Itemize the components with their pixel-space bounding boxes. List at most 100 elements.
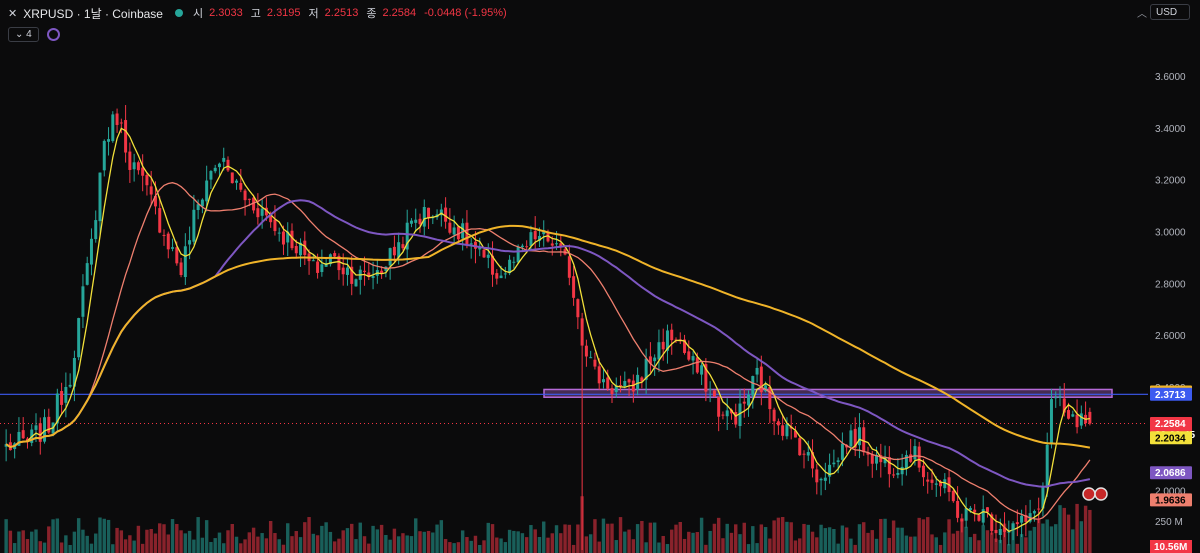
candle <box>994 514 998 543</box>
volume-bar <box>780 517 785 553</box>
volume-bar <box>128 535 132 553</box>
volume-bar <box>98 517 102 553</box>
volume-bar <box>281 544 286 553</box>
candle <box>200 198 204 214</box>
volume-bar <box>217 532 222 553</box>
candle-body <box>320 264 324 273</box>
candle-body <box>486 254 490 258</box>
candle <box>700 362 704 386</box>
volume-bar <box>1019 534 1024 553</box>
candle <box>222 147 226 171</box>
candle-body <box>909 454 913 462</box>
close-icon[interactable]: ✕ <box>8 7 18 20</box>
candle-body <box>683 339 687 353</box>
volume-bar <box>30 531 34 553</box>
candle <box>917 441 921 473</box>
candle-body <box>977 514 981 521</box>
candle <box>294 239 298 259</box>
candle <box>747 390 751 417</box>
indicator-circle-icon[interactable] <box>46 28 60 41</box>
volume-bar <box>495 537 499 553</box>
volume-bar <box>836 543 840 553</box>
open-value: 2.3033 <box>209 7 243 19</box>
candle <box>431 214 435 225</box>
event-marker-icon <box>1094 487 1108 501</box>
candle <box>260 199 264 229</box>
candle-body <box>721 414 725 416</box>
candle <box>785 417 789 440</box>
candle-body <box>217 163 221 168</box>
volume-bar <box>682 538 687 553</box>
candle <box>981 495 985 526</box>
candle <box>345 258 349 286</box>
candle-body <box>985 507 989 512</box>
candle <box>64 372 68 418</box>
currency-selector[interactable]: USD <box>1150 4 1190 20</box>
candle-body <box>128 151 132 170</box>
candle <box>768 375 772 424</box>
candle-body <box>930 479 934 483</box>
candle-body <box>188 240 192 245</box>
volume-bar <box>588 534 593 553</box>
candle-body <box>247 198 251 200</box>
y-tick-label: 3.4000 <box>1155 124 1186 135</box>
candle <box>631 374 635 403</box>
volume-axis-label: 250 M <box>1155 517 1183 528</box>
candle-body <box>926 479 930 482</box>
indicators-toggle-button[interactable]: ⌄ 4 <box>8 27 39 42</box>
candle <box>444 197 448 229</box>
candle-body <box>1079 413 1083 426</box>
volume-bar <box>793 540 798 553</box>
candle-body <box>132 162 136 170</box>
volume-bar <box>849 538 853 553</box>
candle <box>111 111 115 143</box>
candle-body <box>260 208 264 216</box>
chart-header: ✕ XRPUSD · 1날 · Coinbase 시 2.3033 고 2.3195… <box>0 0 1128 26</box>
y-tick-label: 3.2000 <box>1155 176 1186 187</box>
volume-bar <box>140 543 145 553</box>
volume-bar <box>648 522 653 553</box>
volume-bar <box>746 544 751 553</box>
collapse-chevron-icon[interactable]: ︿ <box>1137 9 1147 20</box>
sma-mid-line <box>5 182 1091 520</box>
sma-fast-line <box>5 127 1091 533</box>
candle <box>1054 391 1058 408</box>
candle <box>921 459 925 487</box>
sma-slow-tag-bg <box>1150 466 1192 480</box>
candle-body <box>469 243 473 245</box>
volume-bar <box>755 543 759 553</box>
volume-bar <box>311 533 316 553</box>
candle-body <box>896 472 900 475</box>
volume-bar <box>674 524 678 553</box>
candle <box>1041 482 1045 517</box>
volume-bar <box>17 531 21 553</box>
volume-bar <box>507 529 512 553</box>
candle <box>452 215 456 244</box>
volume-bar <box>490 524 495 553</box>
volume-bar <box>772 520 776 553</box>
candle-body <box>828 464 832 477</box>
candle <box>951 488 955 503</box>
candle <box>576 298 580 330</box>
candle <box>192 194 196 245</box>
candle-body <box>1075 414 1079 428</box>
close-value: 2.2584 <box>382 7 417 19</box>
candle-body <box>567 256 571 278</box>
candle <box>469 238 473 259</box>
volume-bar <box>358 522 362 553</box>
candle-body <box>614 385 618 393</box>
candle <box>235 178 239 190</box>
candle-body <box>738 403 742 427</box>
candle-body <box>94 220 98 240</box>
candle <box>414 208 418 233</box>
candle-body <box>473 241 477 249</box>
volume-bar <box>1058 505 1062 553</box>
candle <box>879 443 883 478</box>
candle-body <box>392 246 396 256</box>
symbol-title[interactable]: XRPUSD · 1날 · Coinbase <box>23 6 163 21</box>
candle-body <box>644 358 648 380</box>
candle <box>610 384 614 403</box>
volume-bar <box>1007 544 1011 553</box>
volume-bar <box>51 519 55 553</box>
